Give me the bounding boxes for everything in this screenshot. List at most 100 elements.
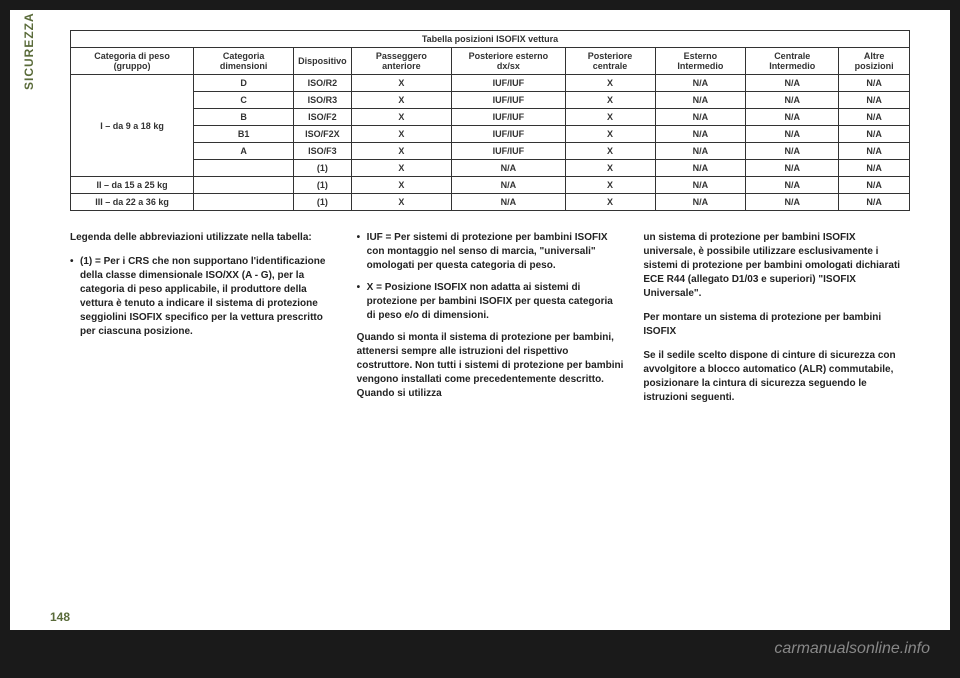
- table-cell: X: [351, 109, 452, 126]
- table-cell: N/A: [452, 177, 565, 194]
- table-cell: X: [351, 143, 452, 160]
- table-cell: N/A: [839, 160, 910, 177]
- mount-heading: Per montare un sistema di protezione per…: [643, 311, 910, 339]
- th: Centrale Intermedio: [746, 48, 839, 75]
- table-cell: B1: [194, 126, 294, 143]
- table-cell: X: [351, 160, 452, 177]
- table-cell: N/A: [839, 194, 910, 211]
- table-cell: A: [194, 143, 294, 160]
- table-cell: N/A: [746, 126, 839, 143]
- table-cell: (1): [294, 177, 352, 194]
- table-cell: N/A: [452, 160, 565, 177]
- table-cell: X: [351, 75, 452, 92]
- table-row: CISO/R3XIUF/IUFXN/AN/AN/A: [71, 92, 910, 109]
- isofix-table-wrap: Tabella posizioni ISOFIX vettura Categor…: [70, 30, 910, 211]
- table-cell: N/A: [839, 92, 910, 109]
- legend-item-1: (1) = Per i CRS che non supportano l'ide…: [70, 255, 337, 339]
- table-cell: N/A: [746, 194, 839, 211]
- table-cell: ISO/R3: [294, 92, 352, 109]
- table-cell: X: [351, 92, 452, 109]
- table-cell: X: [565, 126, 655, 143]
- text-columns: Legenda delle abbreviazioni utilizzate n…: [70, 231, 910, 415]
- column-1: Legenda delle abbreviazioni utilizzate n…: [70, 231, 337, 415]
- group-label: III – da 22 a 36 kg: [71, 194, 194, 211]
- table-cell: N/A: [655, 75, 746, 92]
- table-row: I – da 9 a 18 kgDISO/R2XIUF/IUFXN/AN/AN/…: [71, 75, 910, 92]
- table-cell: N/A: [839, 177, 910, 194]
- legend-title: Legenda delle abbreviazioni utilizzate n…: [70, 231, 337, 245]
- legend-item-x: X = Posizione ISOFIX non adatta ai siste…: [357, 281, 624, 323]
- table-cell: [194, 160, 294, 177]
- table-cell: IUF/IUF: [452, 126, 565, 143]
- table-cell: N/A: [746, 75, 839, 92]
- table-cell: [194, 194, 294, 211]
- group-label: II – da 15 a 25 kg: [71, 177, 194, 194]
- table-cell: X: [565, 160, 655, 177]
- table-cell: (1): [294, 194, 352, 211]
- table-cell: ISO/R2: [294, 75, 352, 92]
- table-row: II – da 15 a 25 kg(1)XN/AXN/AN/AN/A: [71, 177, 910, 194]
- table-cell: N/A: [655, 160, 746, 177]
- table-cell: N/A: [655, 109, 746, 126]
- table-cell: X: [565, 143, 655, 160]
- th: Passeggero anteriore: [351, 48, 452, 75]
- table-cell: ISO/F3: [294, 143, 352, 160]
- table-cell: N/A: [655, 194, 746, 211]
- column-3: un sistema di protezione per bambini ISO…: [643, 231, 910, 415]
- table-cell: N/A: [839, 75, 910, 92]
- table-cell: IUF/IUF: [452, 109, 565, 126]
- table-cell: IUF/IUF: [452, 92, 565, 109]
- table-cell: C: [194, 92, 294, 109]
- table-cell: B: [194, 109, 294, 126]
- table-cell: (1): [294, 160, 352, 177]
- table-row: III – da 22 a 36 kg(1)XN/AXN/AN/AN/A: [71, 194, 910, 211]
- table-row: (1)XN/AXN/AN/AN/A: [71, 160, 910, 177]
- table-cell: N/A: [839, 109, 910, 126]
- section-label: SICUREZZA: [22, 12, 36, 90]
- table-cell: N/A: [452, 194, 565, 211]
- table-cell: X: [565, 75, 655, 92]
- table-cell: ISO/F2X: [294, 126, 352, 143]
- table-header-row: Categoria di peso (gruppo) Categoria dim…: [71, 48, 910, 75]
- group-label: I – da 9 a 18 kg: [71, 75, 194, 177]
- table-cell: X: [565, 92, 655, 109]
- table-cell: N/A: [746, 92, 839, 109]
- table-cell: X: [351, 126, 452, 143]
- table-cell: X: [565, 194, 655, 211]
- legend-item-iuf: IUF = Per sistemi di protezione per bamb…: [357, 231, 624, 273]
- table-cell: [194, 177, 294, 194]
- universal-note: un sistema di protezione per bambini ISO…: [643, 231, 910, 301]
- table-cell: N/A: [839, 126, 910, 143]
- th: Dispositivo: [294, 48, 352, 75]
- table-cell: X: [351, 194, 452, 211]
- th: Posteriore centrale: [565, 48, 655, 75]
- table-cell: N/A: [655, 143, 746, 160]
- table-cell: N/A: [655, 126, 746, 143]
- install-note: Quando si monta il sistema di protezione…: [357, 331, 624, 401]
- page-number: 148: [50, 610, 70, 624]
- th: Categoria dimensioni: [194, 48, 294, 75]
- th: Altre posizioni: [839, 48, 910, 75]
- table-cell: N/A: [746, 143, 839, 160]
- table-cell: N/A: [746, 177, 839, 194]
- th: Posteriore esterno dx/sx: [452, 48, 565, 75]
- table-cell: N/A: [746, 160, 839, 177]
- table-cell: IUF/IUF: [452, 143, 565, 160]
- isofix-table: Tabella posizioni ISOFIX vettura Categor…: [70, 30, 910, 211]
- table-cell: D: [194, 75, 294, 92]
- alr-note: Se il sedile scelto dispone di cinture d…: [643, 349, 910, 405]
- table-title: Tabella posizioni ISOFIX vettura: [71, 31, 910, 48]
- table-cell: X: [351, 177, 452, 194]
- table-cell: N/A: [655, 177, 746, 194]
- th: Esterno Intermedio: [655, 48, 746, 75]
- footer-url: carmanualsonline.info: [774, 640, 930, 658]
- table-row: AISO/F3XIUF/IUFXN/AN/AN/A: [71, 143, 910, 160]
- table-cell: N/A: [746, 109, 839, 126]
- th: Categoria di peso (gruppo): [71, 48, 194, 75]
- table-row: BISO/F2XIUF/IUFXN/AN/AN/A: [71, 109, 910, 126]
- table-cell: N/A: [655, 92, 746, 109]
- table-cell: IUF/IUF: [452, 75, 565, 92]
- column-2: IUF = Per sistemi di protezione per bamb…: [357, 231, 624, 415]
- table-cell: X: [565, 177, 655, 194]
- table-cell: ISO/F2: [294, 109, 352, 126]
